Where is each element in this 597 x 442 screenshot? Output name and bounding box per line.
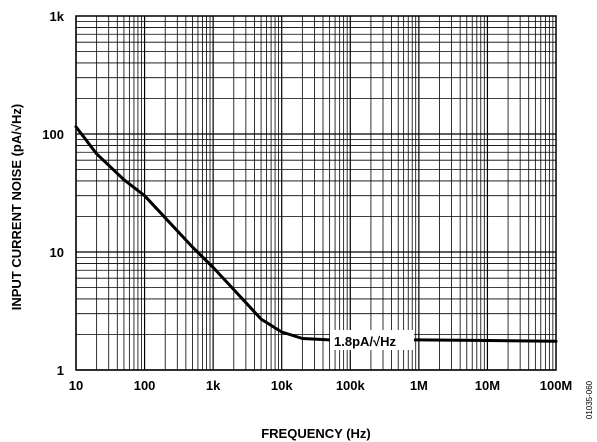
y-tick-label: 10: [50, 245, 64, 260]
x-tick-label: 100M: [540, 378, 573, 393]
x-tick-label: 1M: [410, 378, 428, 393]
x-tick-label: 1k: [206, 378, 221, 393]
x-tick-label: 10: [69, 378, 83, 393]
annotation-label: 1.8pA/√Hz: [334, 334, 397, 349]
x-tick-label: 10M: [475, 378, 500, 393]
plot-frame: [75, 15, 557, 371]
y-tick-label: 1k: [50, 9, 65, 24]
x-tick-label: 10k: [271, 378, 293, 393]
x-axis-title: FREQUENCY (Hz): [261, 426, 371, 441]
y-axis-title: INPUT CURRENT NOISE (pA/√Hz): [9, 104, 24, 310]
plot-border: [75, 15, 557, 371]
annotation-box: [330, 330, 414, 350]
y-tick-labels: 1 10 100 1k: [42, 9, 64, 378]
y-tick-label: 1: [57, 363, 64, 378]
x-tick-labels: 10 100 1k 10k 100k 1M 10M 100M: [69, 378, 573, 393]
grid: [75, 16, 556, 371]
y-tick-label: 100: [42, 127, 64, 142]
x-tick-label: 100k: [336, 378, 366, 393]
figure-id: 01035-060: [585, 380, 594, 419]
x-tick-label: 100: [134, 378, 156, 393]
